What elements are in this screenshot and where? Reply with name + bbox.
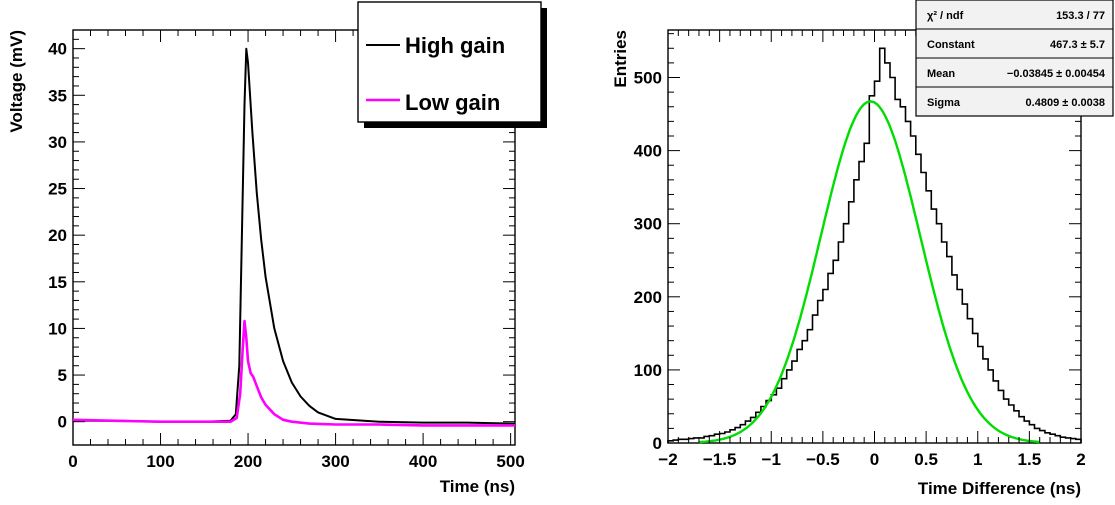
histogram-y-tick-label: 500: [634, 69, 662, 88]
waveform-y-tick-label: 5: [58, 366, 67, 385]
waveform-x-tick-label: 0: [68, 452, 77, 471]
histogram-x-tick-label: 0: [870, 450, 879, 469]
histogram-x-tick-label: 0.5: [914, 450, 938, 469]
legend-label-high-gain: High gain: [405, 33, 505, 58]
waveform-y-tick-label: 35: [48, 86, 67, 105]
histogram-y-tick-label: 0: [653, 434, 662, 453]
waveform-ticks: 0 100 200 300 400 500 0 5 10 15 20 25 30 35 40: [48, 29, 525, 471]
stats-label-sigma: Sigma: [927, 97, 961, 109]
histogram-x-tick-label: 1: [973, 450, 982, 469]
stats-value-constant: 467.3 ± 5.7: [1050, 39, 1105, 51]
histogram-y-tick-label: 200: [634, 288, 662, 307]
waveform-x-tick-label: 400: [409, 452, 437, 471]
waveform-y-tick-label: 25: [48, 180, 67, 199]
waveform-x-tick-label: 500: [496, 452, 524, 471]
histogram-x-tick-label: −1.5: [703, 450, 737, 469]
waveform-y-tick-label: 0: [58, 413, 67, 432]
histogram-x-axis-label: Time Difference (ns): [918, 479, 1081, 498]
fit-stats-box: χ² / ndf 153.3 / 77 Constant 467.3 ± 5.7…: [915, 0, 1114, 117]
histogram-y-axis-label: Entries: [611, 30, 630, 88]
waveform-chart: 0 100 200 300 400 500 0 5 10 15 20 25 30 35 40 Time (n…: [7, 1, 547, 496]
legend-box: [357, 1, 542, 123]
histogram-x-tick-label: 2: [1076, 450, 1085, 469]
waveform-x-tick-label: 100: [146, 452, 174, 471]
histogram-bars: [667, 47, 1082, 443]
waveform-y-axis-label: Voltage (mV): [7, 30, 26, 133]
histogram-y-tick-label: 100: [634, 361, 662, 380]
waveform-y-tick-label: 10: [48, 319, 67, 338]
gaussian-fit: [698, 100, 1040, 444]
waveform-y-tick-label: 30: [48, 133, 67, 152]
waveform-line-low-gain: [72, 319, 515, 427]
waveform-y-tick-label: 40: [48, 40, 67, 59]
waveform-frame: [72, 29, 516, 446]
histogram-x-tick-label: −0.5: [806, 450, 840, 469]
histogram-x-tick-label: −1: [762, 450, 781, 469]
stats-value-mean: −0.03845 ± 0.00454: [1007, 68, 1106, 80]
histogram-y-tick-label: 400: [634, 142, 662, 161]
histogram-y-tick-label: 300: [634, 215, 662, 234]
stats-label-mean: Mean: [927, 68, 955, 80]
stats-value-chi2: 153.3 / 77: [1056, 10, 1105, 22]
stats-value-sigma: 0.4809 ± 0.0038: [1026, 97, 1105, 109]
time-difference-histogram: −2 −1.5 −1 −0.5 0 0.5 1 1.5 2 0 100 200 300 400 500 Ti…: [611, 0, 1114, 498]
legend-label-low-gain: Low gain: [405, 90, 500, 115]
gaussian-fit-curve: [698, 100, 1040, 444]
histogram-x-tick-label: −2: [658, 450, 677, 469]
waveform-x-axis-label: Time (ns): [440, 477, 515, 496]
waveform-x-tick-label: 300: [321, 452, 349, 471]
stats-label-chi2: χ² / ndf: [927, 10, 964, 22]
histogram-x-tick-label: 1.5: [1018, 450, 1042, 469]
waveform-x-tick-label: 200: [234, 452, 262, 471]
waveform-y-tick-label: 20: [48, 226, 67, 245]
stats-label-constant: Constant: [927, 39, 975, 51]
waveform-legend: High gain Low gain: [357, 1, 547, 128]
waveform-series: [72, 47, 516, 427]
histogram-outline: [667, 47, 1082, 443]
waveform-y-tick-label: 15: [48, 273, 67, 292]
